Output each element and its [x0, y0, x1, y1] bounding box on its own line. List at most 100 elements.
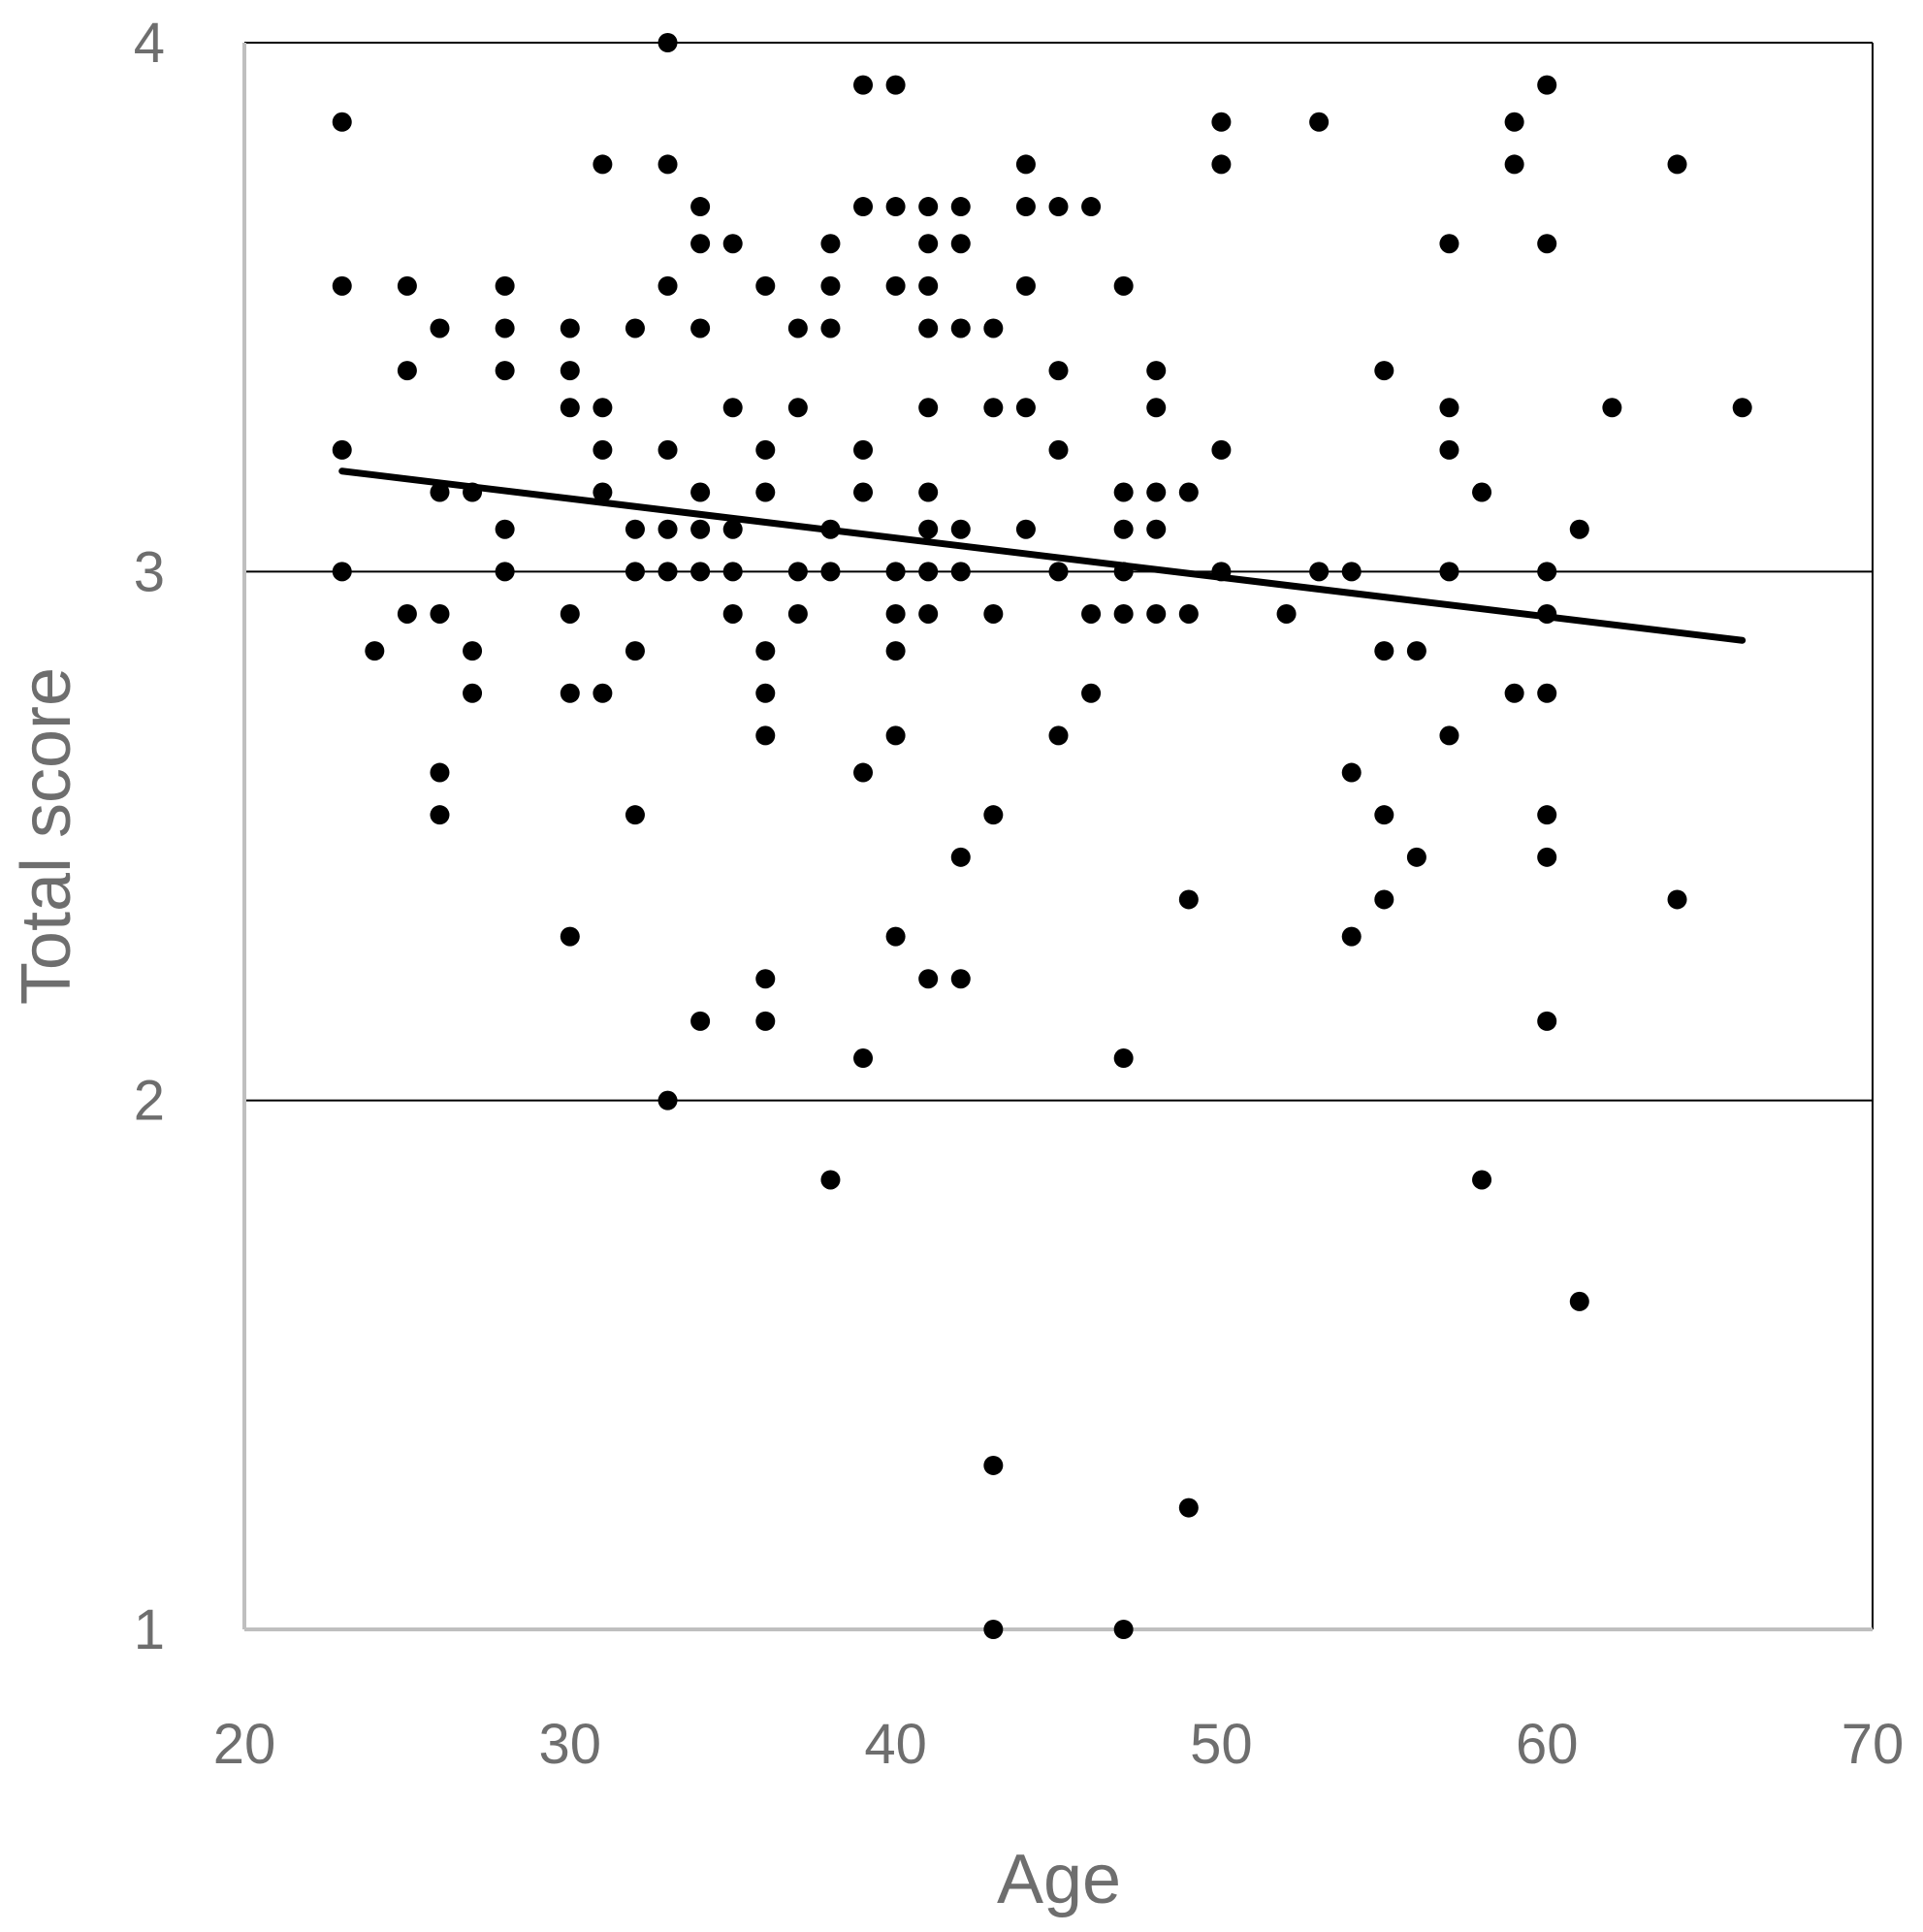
y-tick-labels: 1 2 3 4 [134, 12, 165, 1661]
data-point [820, 275, 841, 296]
data-point [430, 318, 450, 338]
data-point [983, 1620, 1004, 1639]
data-point [1374, 361, 1394, 381]
data-point [918, 603, 939, 624]
data-point [1472, 482, 1492, 502]
data-point [1732, 398, 1752, 418]
data-point [853, 197, 874, 217]
data-point [755, 482, 776, 502]
data-point [950, 562, 971, 582]
data-point [690, 519, 711, 539]
data-point [495, 519, 515, 539]
data-point [1178, 1497, 1199, 1518]
data-point [950, 519, 971, 539]
data-point [657, 439, 678, 460]
data-point [332, 112, 352, 132]
data-point [1048, 725, 1069, 746]
y-tick-label: 4 [134, 12, 165, 75]
data-point [1015, 398, 1036, 418]
x-tick-labels: 20 30 40 50 60 70 [213, 1713, 1905, 1776]
data-point [983, 805, 1004, 825]
data-point [1048, 361, 1069, 381]
data-point [430, 762, 450, 783]
data-point [1048, 562, 1069, 582]
data-point [1374, 805, 1394, 825]
y-axis-title: Total score [8, 667, 85, 1005]
data-point [1276, 603, 1297, 624]
data-point [918, 234, 939, 254]
data-point [397, 275, 417, 296]
data-point [950, 318, 971, 338]
x-axis-title: Age [997, 1841, 1121, 1918]
data-point [918, 398, 939, 418]
data-point [885, 275, 906, 296]
data-point [495, 361, 515, 381]
data-point [853, 439, 874, 460]
data-point [657, 562, 678, 582]
trendline-group [338, 467, 1747, 644]
data-point [853, 1048, 874, 1069]
data-point [755, 683, 776, 703]
data-point [853, 75, 874, 95]
data-point [885, 725, 906, 746]
data-point [1439, 398, 1459, 418]
data-point [1341, 762, 1362, 783]
data-point [560, 603, 580, 624]
trendline [338, 467, 1747, 644]
data-point [820, 234, 841, 254]
data-point [885, 197, 906, 217]
data-point [1146, 361, 1167, 381]
grid-lines [244, 42, 1874, 1629]
data-point [1537, 847, 1557, 867]
data-point [755, 969, 776, 989]
data-point [593, 154, 613, 175]
data-point [1504, 154, 1524, 175]
data-point [1504, 112, 1524, 132]
data-point [1504, 683, 1524, 703]
data-point [1015, 275, 1036, 296]
data-point [885, 641, 906, 661]
data-point [1081, 197, 1102, 217]
data-point [853, 482, 874, 502]
data-point [1602, 398, 1622, 418]
data-point [1537, 234, 1557, 254]
data-point [625, 318, 645, 338]
data-point [332, 275, 352, 296]
data-point [918, 197, 939, 217]
data-point [1537, 1011, 1557, 1031]
data-point [1146, 603, 1167, 624]
data-point [722, 603, 743, 624]
data-point [918, 318, 939, 338]
data-point [853, 762, 874, 783]
data-point [690, 482, 711, 502]
data-point [560, 683, 580, 703]
data-point [657, 154, 678, 175]
data-point [950, 969, 971, 989]
data-point [690, 562, 711, 582]
data-point [885, 926, 906, 947]
data-point [1341, 926, 1362, 947]
data-point [1211, 154, 1232, 175]
axes [242, 43, 1873, 1631]
data-point [755, 1011, 776, 1031]
data-point [918, 519, 939, 539]
data-point [885, 75, 906, 95]
data-point [722, 562, 743, 582]
data-point [1439, 562, 1459, 582]
data-point [495, 275, 515, 296]
y-tick-label: 3 [134, 540, 165, 603]
data-point [1113, 275, 1134, 296]
data-point [1374, 641, 1394, 661]
data-point [1015, 197, 1036, 217]
data-point [657, 519, 678, 539]
data-point [690, 234, 711, 254]
data-point [1081, 683, 1102, 703]
data-point [1015, 154, 1036, 175]
data-point [950, 234, 971, 254]
data-point [495, 562, 515, 582]
data-point [1341, 562, 1362, 582]
data-point [1309, 562, 1330, 582]
data-point [722, 519, 743, 539]
data-point [593, 439, 613, 460]
data-point [755, 275, 776, 296]
